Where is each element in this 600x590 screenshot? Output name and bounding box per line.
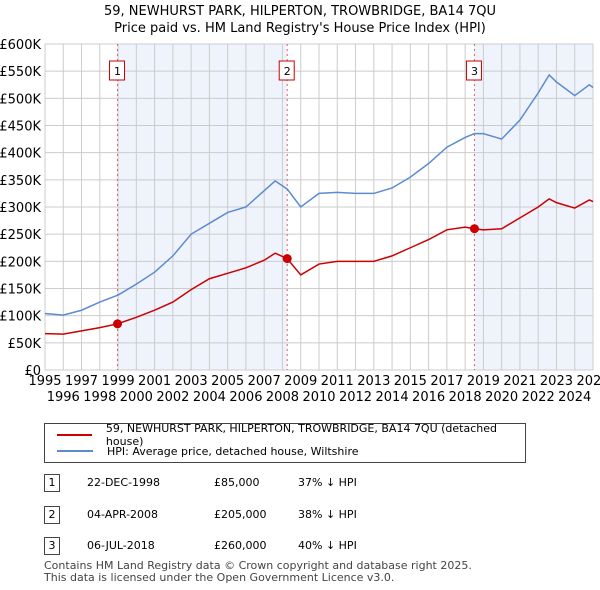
sale-marker-label: 2 — [284, 65, 291, 78]
sale-price: £260,000 — [214, 539, 267, 552]
x-tick-label: 2000 — [120, 390, 153, 405]
footer-line: Contains HM Land Registry data © Crown c… — [44, 559, 472, 572]
x-tick-label: 2001 — [138, 374, 171, 389]
y-tick-label: £200K — [0, 255, 41, 270]
y-tick-label: £550K — [0, 65, 41, 80]
chart-subtitle: Price paid vs. HM Land Registry's House … — [114, 21, 486, 36]
sale-marker-label: 3 — [471, 65, 478, 78]
sale-marker-box — [278, 60, 295, 81]
x-tick-label: 1995 — [28, 374, 61, 389]
y-tick-label: £350K — [0, 174, 41, 189]
y-tick-label: £0 — [24, 364, 41, 379]
y-tick-label: £500K — [0, 92, 41, 107]
sale-marker-box — [109, 60, 126, 81]
x-tick-label: 1999 — [102, 374, 135, 389]
x-tick-label: 1996 — [47, 390, 80, 405]
x-tick-label: 2011 — [321, 374, 354, 389]
table-row: 2 04-APR-2008 £205,000 38% ↓ HPI — [44, 506, 544, 524]
sale-point — [282, 254, 292, 264]
blue-line-swatch — [57, 450, 93, 452]
sale-number: 2 — [44, 506, 60, 524]
legend-item-property: 59, NEWHURST PARK, HILPERTON, TROWBRIDGE… — [57, 422, 525, 448]
y-tick-label: £150K — [0, 283, 41, 298]
y-tick-label: £400K — [0, 147, 41, 162]
sale-number: 1 — [44, 474, 60, 492]
x-tick-label: 2007 — [248, 374, 281, 389]
table-row: 3 06-JUL-2018 £260,000 40% ↓ HPI — [44, 537, 544, 555]
x-tick-label: 2008 — [266, 390, 299, 405]
x-tick-label: 2019 — [467, 374, 500, 389]
x-tick-label: 2013 — [357, 374, 390, 389]
y-tick-label: £250K — [0, 228, 41, 243]
x-tick-label: 2002 — [156, 390, 189, 405]
x-tick-label: 2012 — [339, 390, 372, 405]
legend-label: 59, NEWHURST PARK, HILPERTON, TROWBRIDGE… — [105, 422, 498, 448]
footer-line: This data is licensed under the Open Gov… — [44, 571, 395, 584]
hpi-diff: 37% ↓ HPI — [298, 476, 357, 489]
sale-date: 06-JUL-2018 — [87, 539, 155, 552]
sale-price: £205,000 — [214, 508, 267, 521]
hpi-diff: 40% ↓ HPI — [298, 539, 357, 552]
plot-border — [44, 43, 594, 371]
x-tick-label: 2004 — [193, 390, 226, 405]
x-tick-label: 2023 — [540, 374, 573, 389]
legend-label: HPI: Average price, detached house, Wilt… — [107, 444, 359, 458]
y-tick-label: £300K — [0, 201, 41, 216]
footer: Contains HM Land Registry data © Crown c… — [44, 560, 472, 584]
y-tick-label: £50K — [8, 337, 42, 352]
x-tick-label: 2024 — [558, 390, 591, 405]
sale-number: 3 — [44, 537, 60, 555]
sale-marker-label: 1 — [114, 65, 121, 78]
x-tick-label: 2018 — [449, 390, 482, 405]
y-tick-label: £100K — [0, 310, 41, 325]
chart-title: 59, NEWHURST PARK, HILPERTON, TROWBRIDGE… — [103, 4, 497, 19]
sale-marker-box — [465, 60, 482, 81]
x-tick-label: 2010 — [302, 390, 335, 405]
x-tick-label: 2022 — [522, 390, 555, 405]
price-chart: 1995199619971998199920002001200220032004… — [0, 38, 600, 405]
sale-date: 04-APR-2008 — [87, 508, 159, 521]
legend: 59, NEWHURST PARK, HILPERTON, TROWBRIDGE… — [44, 422, 526, 463]
x-tick-label: 2017 — [430, 374, 463, 389]
series-line — [44, 197, 594, 335]
hpi-diff: 38% ↓ HPI — [298, 508, 357, 521]
x-tick-label: 2015 — [394, 374, 427, 389]
x-tick-label: 2005 — [211, 374, 244, 389]
x-tick-label: 1997 — [65, 374, 98, 389]
sale-point — [113, 319, 123, 329]
y-tick-label: £450K — [0, 120, 41, 135]
x-tick-label: 1998 — [83, 390, 116, 405]
sale-price: £85,000 — [214, 476, 260, 489]
x-tick-label: 2003 — [175, 374, 208, 389]
x-tick-label: 2020 — [485, 390, 518, 405]
legend-item-hpi: HPI: Average price, detached house, Wilt… — [57, 443, 359, 459]
table-row: 1 22-DEC-1998 £85,000 37% ↓ HPI — [44, 474, 544, 492]
x-tick-label: 2016 — [412, 390, 445, 405]
x-tick-label: 2021 — [503, 374, 536, 389]
x-tick-label: 2014 — [376, 390, 409, 405]
sale-point — [469, 224, 479, 234]
series-line — [44, 73, 594, 316]
x-tick-label: 2006 — [229, 390, 262, 405]
y-tick-label: £600K — [0, 38, 41, 53]
red-line-swatch — [57, 434, 92, 436]
x-tick-label: 2009 — [284, 374, 317, 389]
sale-date: 22-DEC-1998 — [87, 476, 161, 489]
x-tick-label: 2025 — [576, 374, 600, 389]
